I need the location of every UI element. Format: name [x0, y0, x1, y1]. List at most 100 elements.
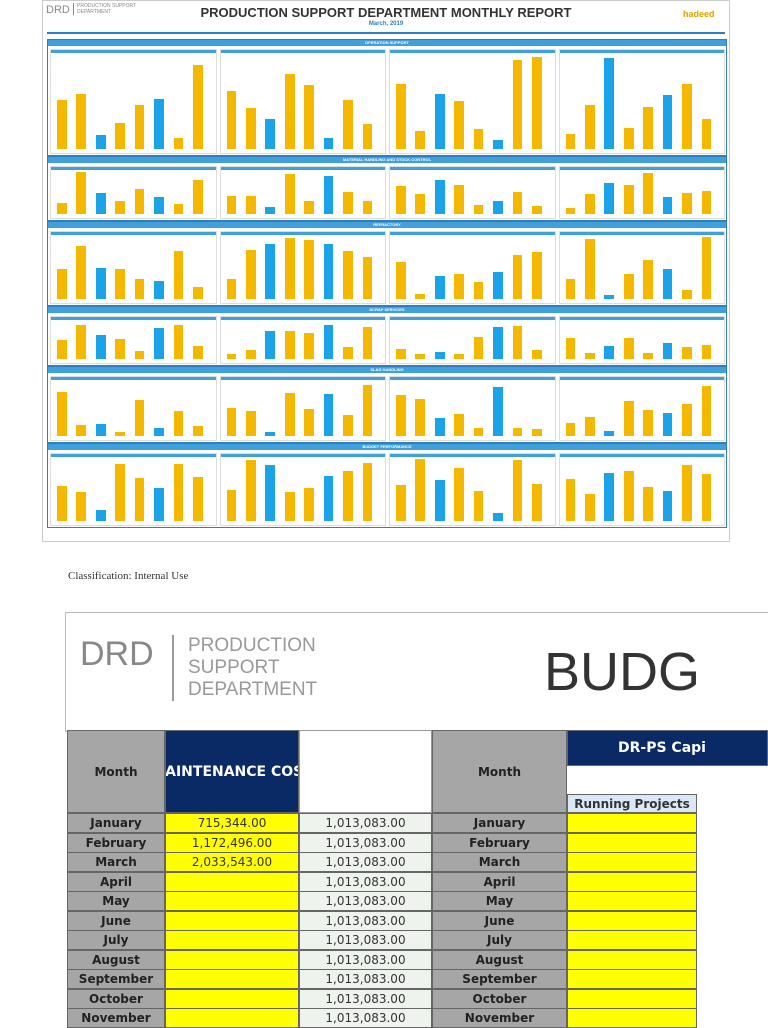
- panel-header: [390, 317, 555, 320]
- cost: [165, 910, 299, 931]
- panel-header: [559, 317, 724, 320]
- bar: [284, 492, 295, 521]
- panel: [558, 453, 725, 526]
- title: PRODUCTION SUPPORT DEPARTMENT MONTHLY RE…: [200, 5, 572, 20]
- bar: [396, 83, 406, 149]
- bar: [493, 201, 503, 214]
- panel: [219, 49, 386, 154]
- cost: [165, 988, 299, 1009]
- bar: [565, 478, 576, 521]
- cost: [165, 930, 299, 950]
- bar: [604, 294, 615, 299]
- bar: [584, 104, 595, 149]
- month: August: [67, 949, 165, 970]
- month-2: April: [432, 871, 567, 892]
- bar: [265, 431, 276, 436]
- cost: [165, 949, 299, 970]
- bar: [493, 387, 503, 436]
- bar: [434, 418, 445, 436]
- section: SCRAP SERVICES: [47, 306, 727, 366]
- month: July: [67, 930, 165, 950]
- bar: [434, 352, 445, 359]
- bar: [396, 262, 406, 299]
- bar: [473, 282, 484, 299]
- bar: [623, 470, 634, 521]
- bar: [343, 99, 353, 149]
- panel-header: [51, 377, 216, 380]
- month: October: [67, 988, 165, 1009]
- header-blank: [299, 730, 432, 813]
- bar: [76, 425, 87, 436]
- panel-header: [390, 232, 555, 235]
- panel: [50, 376, 217, 441]
- panel: [219, 166, 386, 219]
- budget: 1,013,083.00: [299, 1008, 432, 1028]
- bar: [584, 493, 595, 521]
- section: OPERATION SUPPORT: [47, 39, 727, 156]
- panel: [558, 166, 725, 219]
- bar: [226, 279, 237, 299]
- month: February: [67, 832, 165, 853]
- panel: [389, 316, 556, 364]
- bar: [493, 271, 503, 299]
- bar: [415, 399, 426, 436]
- capital: [567, 832, 697, 853]
- bar: [701, 385, 712, 436]
- bar: [454, 273, 465, 299]
- panel-header: [559, 50, 724, 53]
- bar: [473, 491, 484, 521]
- panel: [389, 231, 556, 304]
- bar: [532, 56, 542, 149]
- budget: 1,013,083.00: [299, 988, 432, 1009]
- month: September: [67, 969, 165, 989]
- bar: [76, 93, 87, 149]
- bar: [662, 342, 673, 359]
- bar: [57, 339, 67, 359]
- bar: [473, 204, 484, 214]
- bar: [415, 194, 426, 214]
- bar: [304, 487, 314, 521]
- bar: [134, 188, 145, 214]
- month-2: August: [432, 949, 567, 970]
- bar: [115, 463, 126, 521]
- header-capital: DR-PS Capi: [567, 730, 768, 766]
- budget: 1,013,083.00: [299, 969, 432, 989]
- bar: [643, 172, 653, 214]
- bar: [343, 191, 353, 214]
- bar: [193, 346, 203, 359]
- bar: [134, 400, 145, 436]
- bar: [154, 427, 164, 436]
- bar: [473, 428, 484, 436]
- month: January: [67, 813, 165, 833]
- capital: [567, 930, 697, 950]
- panel-header: [51, 317, 216, 320]
- bar: [154, 328, 164, 359]
- bar: [454, 413, 465, 436]
- month-2: June: [432, 910, 567, 931]
- bar: [245, 107, 256, 149]
- bar: [454, 184, 465, 214]
- bar: [95, 509, 106, 521]
- bar: [701, 190, 712, 214]
- bar: [682, 192, 692, 214]
- zoom-dept: PRODUCTION SUPPORT DEPARTMENT: [172, 635, 408, 701]
- capital: [567, 813, 697, 833]
- bar: [304, 85, 314, 149]
- bar: [396, 186, 406, 214]
- bar: [245, 249, 256, 299]
- bar: [493, 326, 503, 359]
- cost: 2,033,543.00: [165, 852, 299, 872]
- bar: [362, 326, 373, 359]
- cost: 1,172,496.00: [165, 832, 299, 853]
- header-cost: MAINTENANCE COST: [165, 730, 299, 813]
- bar: [304, 332, 314, 359]
- bar: [662, 268, 673, 299]
- section-header: SCRAP SERVICES: [48, 307, 726, 313]
- bar: [682, 347, 692, 359]
- panel-header: [220, 50, 385, 53]
- month: May: [67, 891, 165, 911]
- panel-header: [559, 454, 724, 457]
- panel-header: [390, 454, 555, 457]
- bar: [532, 428, 542, 436]
- panel-header: [51, 50, 216, 53]
